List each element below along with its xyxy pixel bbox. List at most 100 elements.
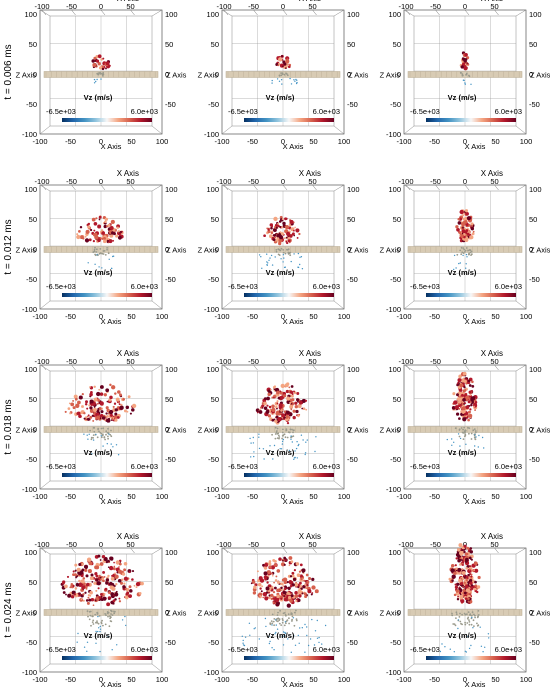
colorbar-min-label: -6.5e+03 (410, 107, 440, 116)
box-edge (39, 125, 51, 135)
x-bottom-tick-label: -50 (65, 137, 76, 146)
spall-particle (297, 634, 299, 637)
ejecta-particle (101, 67, 105, 71)
box-edge (515, 9, 527, 17)
ejecta-particle (288, 595, 292, 600)
debris-particle (293, 429, 295, 431)
x-axis-title-top: X Axis (299, 349, 321, 358)
debris-particle (269, 622, 272, 625)
spall-particle (479, 626, 481, 628)
row-label-0: t = 0.006 ms (3, 44, 14, 99)
debris-particle (93, 248, 96, 251)
ejecta-particle (264, 562, 269, 567)
ejecta-particle (474, 580, 477, 584)
ejecta-particle (463, 574, 466, 577)
y-left-tick-label: 100 (206, 365, 219, 374)
y-left-tick-label: -100 (386, 130, 401, 139)
spall-particle (283, 257, 285, 259)
debris-particle (279, 609, 281, 612)
debris-particle (451, 614, 454, 617)
box-edge (39, 300, 51, 310)
debris-particle (94, 246, 96, 249)
box-edge (221, 364, 233, 372)
box-edge (333, 300, 345, 310)
y-right-tick-label: 0 (347, 608, 351, 617)
colorbar-title: Vz (m/s) (84, 268, 113, 277)
ejecta-particle (463, 65, 468, 71)
debris-particle (273, 618, 276, 620)
ejecta-particle (463, 550, 466, 554)
x-top-tick-label: 0 (281, 357, 285, 366)
ejecta-particle (289, 219, 294, 224)
ejecta-particle (273, 586, 277, 590)
ejecta-particle (459, 581, 464, 586)
ejecta-particle (86, 407, 89, 410)
debris-particle (458, 435, 461, 438)
ejecta-particle (455, 225, 459, 229)
x-top-tick (71, 9, 76, 16)
ejecta-particle (105, 406, 109, 410)
spall-particle (295, 78, 297, 81)
y-left-tick-label: 0 (397, 245, 401, 254)
x-axis-title-bottom: X Axis (101, 680, 122, 689)
debris-particle (471, 611, 474, 613)
y-right-tick-label: 100 (529, 365, 542, 374)
debris-particle (472, 619, 475, 622)
ejecta-particle (93, 221, 98, 226)
ejecta-particle (95, 217, 98, 220)
ejecta-particle (97, 587, 100, 590)
ejecta-particle (70, 582, 74, 586)
spall-particle (92, 439, 95, 441)
ejecta-particle (103, 237, 106, 240)
debris-particle (274, 433, 277, 435)
x-top-tick-label: -50 (248, 2, 259, 11)
ejecta-particle (102, 596, 107, 601)
colorbar-max-label: 6.0e+03 (495, 462, 522, 471)
spall-particle (305, 441, 307, 443)
spall-particle (464, 83, 466, 85)
spall-particle (87, 262, 89, 264)
spall-particle (276, 628, 279, 630)
ejecta-particle (118, 600, 122, 603)
x-top-tick (130, 364, 135, 371)
colorbar-min-label: -6.5e+03 (410, 462, 440, 471)
ejecta-particle (91, 59, 95, 63)
panel-r2-c0: -100 -50 0 50X Axis100500-50-100100500-50Z … (16, 349, 187, 506)
box-edge (39, 480, 51, 490)
ejecta-particle (74, 573, 77, 577)
ejecta-particle (300, 577, 303, 581)
ejecta-particle (89, 590, 93, 595)
ejecta-particle (306, 580, 310, 584)
ejecta-particle (452, 392, 456, 396)
x-top-tick-label: -50 (66, 357, 77, 366)
box-edge (403, 663, 415, 673)
debris-particle (468, 427, 471, 430)
spall-particle (270, 254, 273, 257)
ejecta-particle (465, 575, 469, 579)
ejecta-particle (266, 581, 269, 584)
ejecta-particle (86, 557, 92, 562)
spall-particle (439, 650, 442, 653)
x-top-tick-label: 50 (490, 540, 498, 549)
ejecta-particle (454, 583, 457, 586)
y-right-tick-label: -50 (529, 275, 540, 284)
y-left-tick-label: -50 (208, 455, 219, 464)
x-top-tick-label: -100 (34, 2, 49, 11)
x-top-tick-label: 50 (308, 177, 316, 186)
ejecta-particle (89, 594, 92, 597)
debris-particle (461, 251, 464, 254)
ejecta-particle (285, 67, 287, 69)
spall-particle (293, 253, 295, 255)
debris-particle (96, 72, 99, 75)
colorbar-title: Vz (m/s) (84, 93, 113, 102)
ejecta-particle (289, 390, 294, 394)
ejecta-particle (307, 589, 312, 594)
debris-particle (289, 254, 292, 257)
ejecta-particle (270, 226, 273, 230)
debris-particle (274, 437, 277, 440)
ejecta-particle (99, 401, 104, 406)
ejecta-particle (460, 599, 465, 604)
ejecta-particle (263, 575, 268, 580)
ejecta-particle (99, 562, 104, 566)
ejecta-particle (303, 592, 307, 596)
